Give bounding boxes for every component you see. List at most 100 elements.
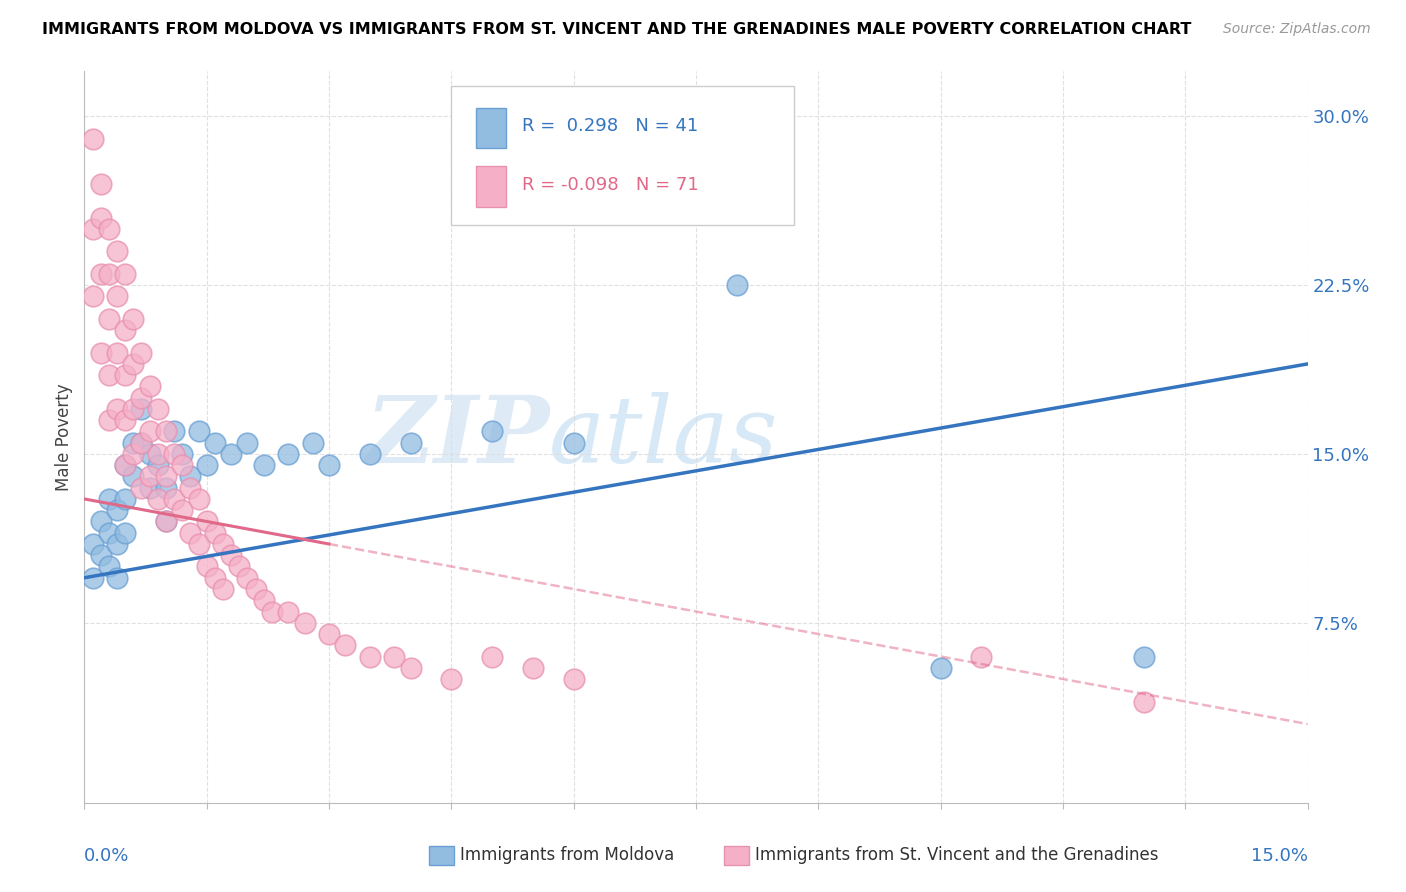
- Point: [163, 425, 186, 439]
- Point: [219, 447, 242, 461]
- Point: [725, 278, 748, 293]
- Point: [122, 447, 145, 461]
- Point: [359, 447, 381, 461]
- Point: [114, 323, 136, 337]
- Point: [131, 345, 153, 359]
- Point: [138, 481, 160, 495]
- Point: [318, 627, 340, 641]
- Point: [318, 458, 340, 473]
- Point: [155, 469, 177, 483]
- Point: [97, 525, 120, 540]
- Point: [82, 289, 104, 303]
- Point: [440, 672, 463, 686]
- Point: [1133, 649, 1156, 664]
- Point: [179, 469, 201, 483]
- Point: [236, 571, 259, 585]
- Point: [277, 447, 299, 461]
- Point: [122, 435, 145, 450]
- Point: [90, 548, 112, 562]
- Point: [155, 515, 177, 529]
- Point: [97, 491, 120, 506]
- Point: [131, 435, 153, 450]
- Point: [97, 413, 120, 427]
- Point: [204, 571, 226, 585]
- Point: [219, 548, 242, 562]
- Point: [172, 458, 194, 473]
- Point: [236, 435, 259, 450]
- Point: [204, 525, 226, 540]
- Point: [114, 267, 136, 281]
- Point: [90, 515, 112, 529]
- Point: [138, 469, 160, 483]
- Point: [253, 458, 276, 473]
- Point: [146, 491, 169, 506]
- Point: [105, 345, 128, 359]
- Point: [204, 435, 226, 450]
- Point: [90, 345, 112, 359]
- Point: [82, 132, 104, 146]
- Point: [253, 593, 276, 607]
- Point: [90, 177, 112, 191]
- Point: [138, 379, 160, 393]
- Point: [187, 425, 209, 439]
- Point: [131, 435, 153, 450]
- Point: [105, 537, 128, 551]
- Y-axis label: Male Poverty: Male Poverty: [55, 384, 73, 491]
- Point: [146, 401, 169, 416]
- Point: [245, 582, 267, 596]
- Point: [90, 267, 112, 281]
- Point: [195, 458, 218, 473]
- Point: [114, 491, 136, 506]
- Point: [481, 425, 503, 439]
- Text: R = -0.098   N = 71: R = -0.098 N = 71: [522, 176, 699, 194]
- Point: [195, 559, 218, 574]
- Point: [155, 425, 177, 439]
- Point: [138, 425, 160, 439]
- Point: [163, 491, 186, 506]
- Point: [138, 447, 160, 461]
- Point: [187, 537, 209, 551]
- Point: [172, 447, 194, 461]
- FancyBboxPatch shape: [475, 167, 506, 207]
- Text: 15.0%: 15.0%: [1250, 847, 1308, 864]
- Point: [1133, 694, 1156, 708]
- Point: [929, 661, 952, 675]
- Point: [122, 469, 145, 483]
- Point: [481, 649, 503, 664]
- Point: [97, 368, 120, 383]
- Point: [114, 458, 136, 473]
- Point: [97, 267, 120, 281]
- Point: [399, 661, 422, 675]
- Point: [228, 559, 250, 574]
- Point: [155, 481, 177, 495]
- Text: Immigrants from St. Vincent and the Grenadines: Immigrants from St. Vincent and the Gren…: [755, 847, 1159, 864]
- Point: [172, 503, 194, 517]
- Point: [82, 222, 104, 236]
- Point: [131, 401, 153, 416]
- Point: [522, 661, 544, 675]
- Point: [146, 458, 169, 473]
- Point: [294, 615, 316, 630]
- Text: R =  0.298   N = 41: R = 0.298 N = 41: [522, 117, 699, 136]
- Point: [114, 525, 136, 540]
- Point: [970, 649, 993, 664]
- Point: [187, 491, 209, 506]
- Point: [131, 481, 153, 495]
- Point: [179, 525, 201, 540]
- Point: [195, 515, 218, 529]
- Point: [105, 244, 128, 259]
- Point: [114, 413, 136, 427]
- Point: [382, 649, 405, 664]
- Point: [114, 458, 136, 473]
- Point: [212, 537, 235, 551]
- Point: [122, 357, 145, 371]
- Text: 0.0%: 0.0%: [84, 847, 129, 864]
- Point: [105, 503, 128, 517]
- Point: [82, 537, 104, 551]
- Point: [82, 571, 104, 585]
- Point: [114, 368, 136, 383]
- Point: [301, 435, 323, 450]
- Point: [212, 582, 235, 596]
- Point: [105, 289, 128, 303]
- Text: ZIP: ZIP: [366, 392, 550, 482]
